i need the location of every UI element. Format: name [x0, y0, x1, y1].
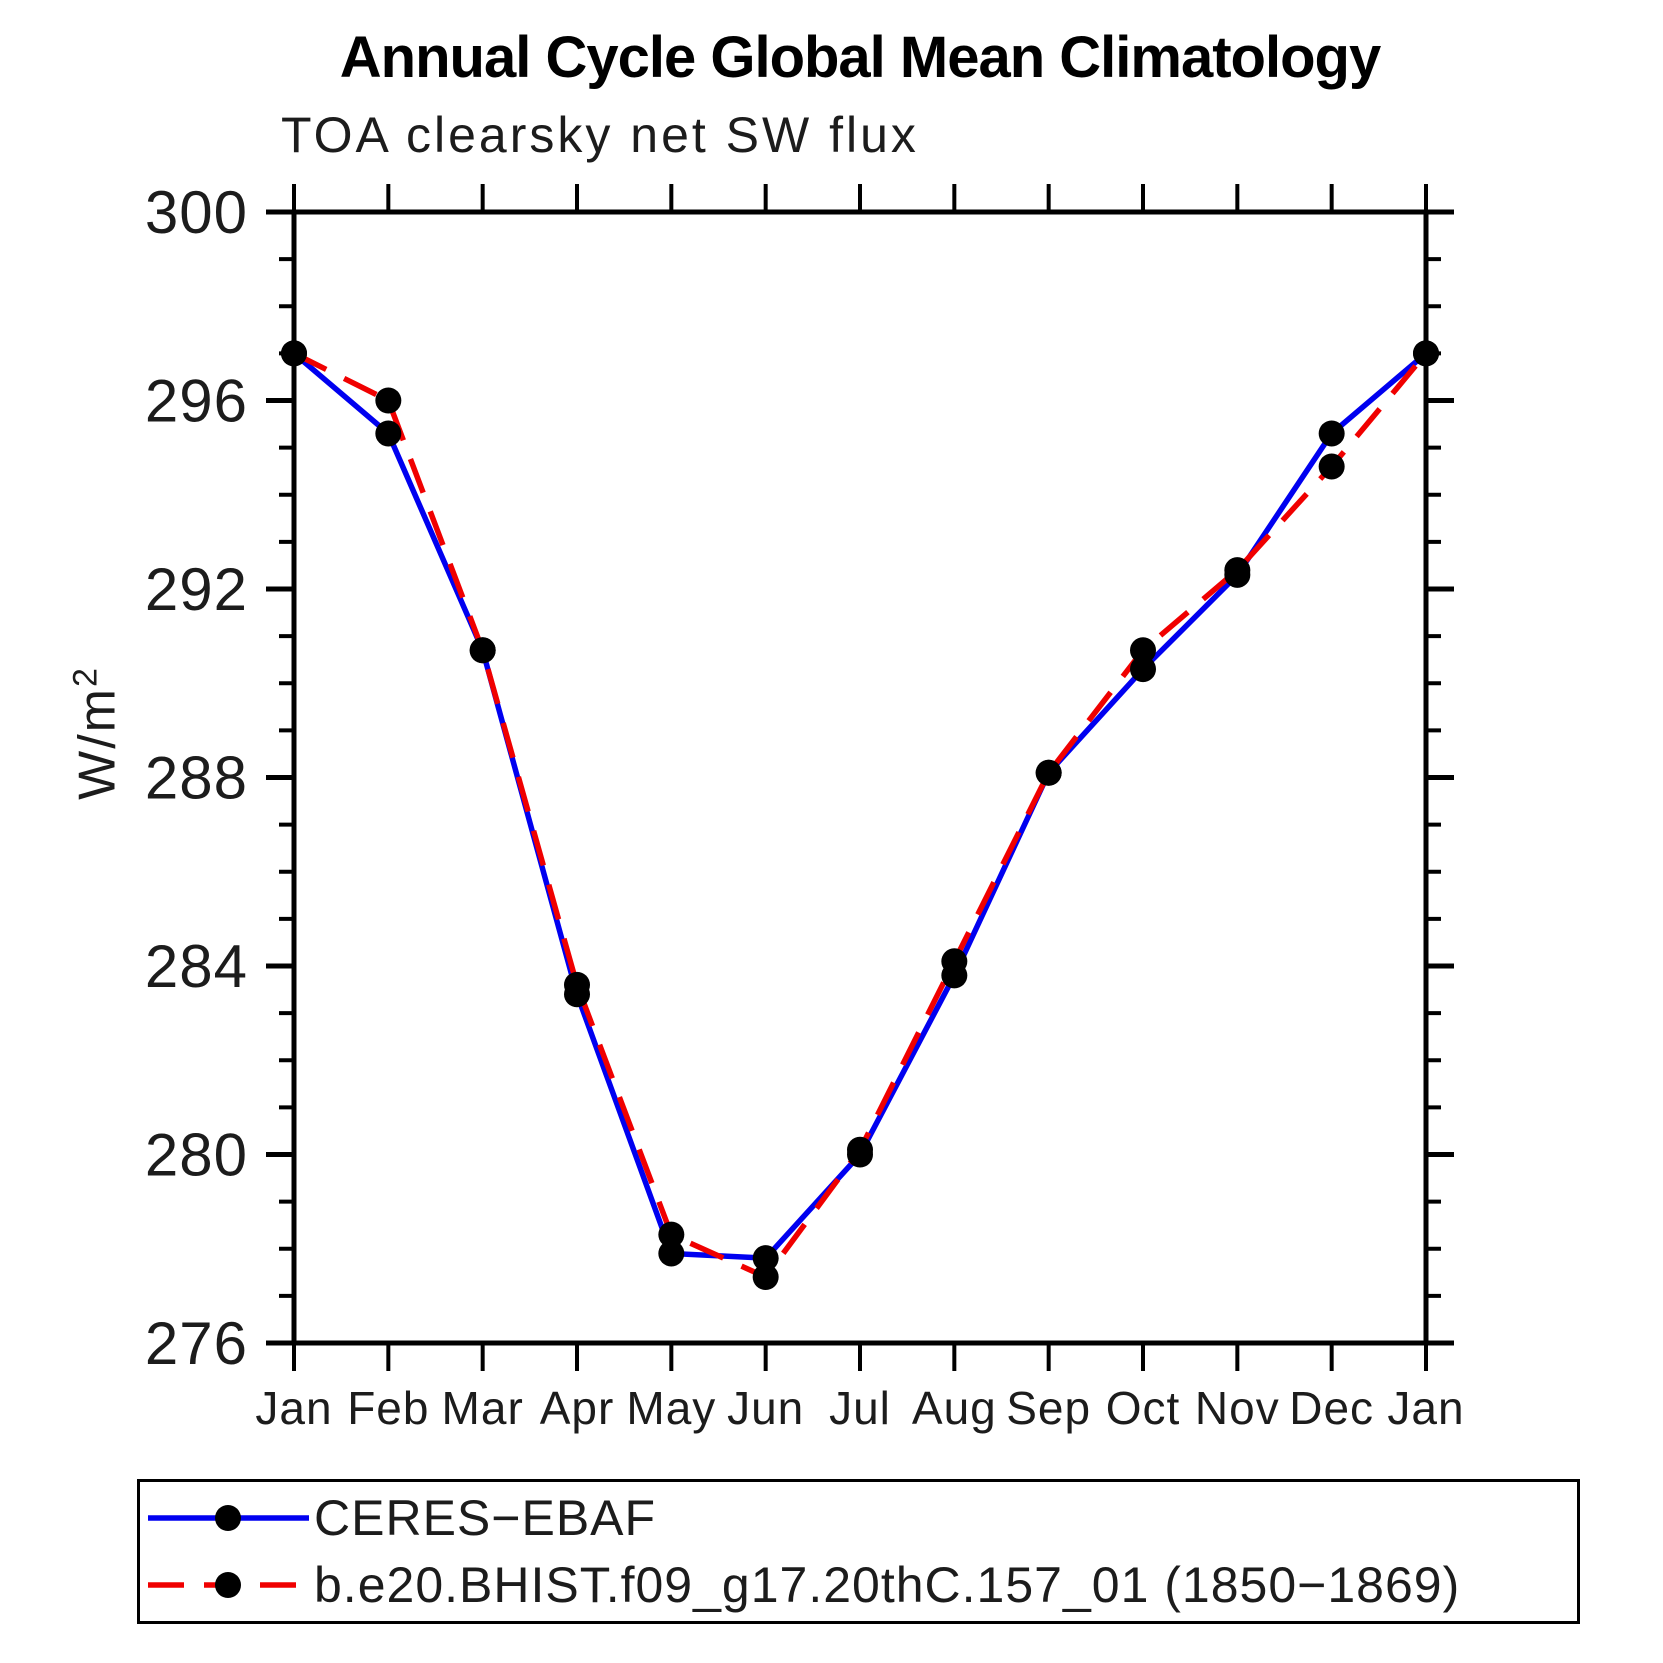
x-tick-label: Jan	[255, 1382, 332, 1434]
data-point-marker	[658, 1221, 685, 1248]
data-point-marker	[564, 971, 590, 998]
x-tick-label: Jul	[829, 1382, 891, 1434]
data-point-marker	[1413, 340, 1439, 367]
x-tick-label: Nov	[1195, 1382, 1280, 1434]
data-point-marker	[1224, 557, 1251, 584]
x-tick-label: Jan	[1387, 1382, 1464, 1434]
y-tick-label: 288	[145, 745, 248, 812]
y-tick-label: 296	[145, 368, 248, 435]
legend-line-sample	[148, 1504, 309, 1531]
y-tick-label: 292	[145, 556, 248, 623]
data-point-marker	[1130, 656, 1156, 683]
data-point-marker	[375, 387, 402, 414]
data-point-marker	[941, 948, 968, 975]
x-tick-label: Sep	[1006, 1382, 1091, 1434]
plot-frame	[291, 209, 1429, 1346]
data-point-marker	[1035, 759, 1062, 786]
legend-sample-marker	[215, 1572, 241, 1599]
x-tick-label: Dec	[1289, 1382, 1374, 1434]
data-point-marker	[847, 1136, 873, 1163]
x-tick-label: Oct	[1106, 1382, 1181, 1434]
legend-label: CERES−EBAF	[314, 1489, 657, 1546]
data-point-marker	[1318, 420, 1345, 447]
y-tick-label: 280	[145, 1122, 248, 1189]
x-tick-label: Apr	[540, 1382, 615, 1434]
y-tick-label: 300	[145, 179, 248, 246]
data-point-marker	[658, 1240, 685, 1267]
x-tick-label: Feb	[347, 1382, 429, 1434]
x-tick-label: May	[626, 1382, 716, 1434]
data-point-marker	[1318, 453, 1345, 480]
x-tick-label: Mar	[442, 1382, 524, 1434]
chart-subtitle: TOA clearsky net SW flux	[281, 107, 919, 163]
legend-item: b.e20.BHIST.f09_g17.20thC.157_01 (1850−1…	[146, 1553, 1577, 1617]
data-point-marker	[469, 637, 496, 664]
legend: CERES−EBAF b.e20.BHIST.f09_g17.20thC.157_…	[137, 1479, 1580, 1624]
legend-sample-marker	[215, 1504, 241, 1531]
data-point-marker	[1130, 637, 1156, 664]
data-point-marker	[281, 340, 307, 367]
data-point-marker	[752, 1245, 779, 1272]
data-point-marker	[752, 1264, 779, 1291]
legend-label: b.e20.BHIST.f09_g17.20thC.157_01 (1850−1…	[314, 1557, 1461, 1614]
x-tick-label: Jun	[727, 1382, 804, 1434]
x-tick-label: Aug	[912, 1382, 997, 1434]
series-line	[292, 351, 1428, 1261]
chart-title: Annual Cycle Global Mean Climatology	[339, 25, 1381, 90]
y-tick-label: 276	[145, 1310, 248, 1377]
legend-line-sample	[148, 1572, 309, 1599]
y-tick-label: 284	[145, 933, 248, 1000]
data-point-marker	[375, 420, 402, 447]
legend-item: CERES−EBAF	[146, 1486, 1577, 1550]
